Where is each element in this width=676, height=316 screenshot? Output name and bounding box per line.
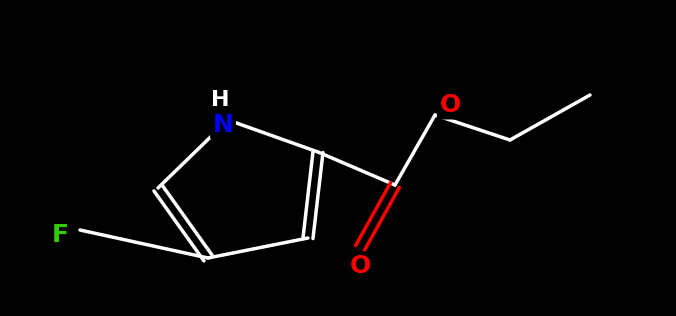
Text: F: F <box>51 223 68 247</box>
Text: O: O <box>349 254 370 278</box>
Text: N: N <box>212 113 233 137</box>
Text: H: H <box>211 90 229 110</box>
Text: O: O <box>439 93 460 117</box>
